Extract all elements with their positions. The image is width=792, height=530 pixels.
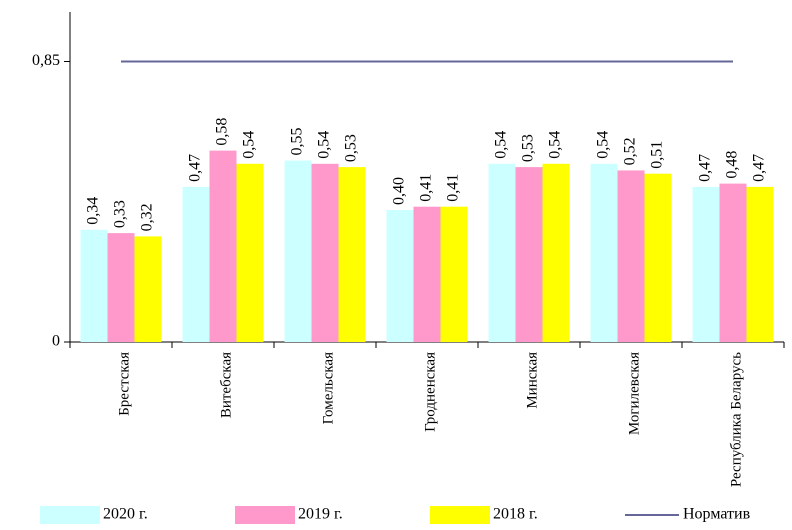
legend-label: 2020 г. bbox=[103, 506, 148, 523]
bar bbox=[182, 186, 210, 342]
bar bbox=[515, 167, 543, 342]
bar bbox=[284, 160, 312, 342]
legend-label: 2019 г. bbox=[298, 506, 343, 523]
legend-label: 2018 г. bbox=[493, 506, 538, 523]
data-label: 0,54 bbox=[316, 131, 333, 159]
data-label: 0,53 bbox=[520, 134, 537, 162]
x-tick-label: Могилевская bbox=[626, 352, 642, 435]
bar bbox=[692, 186, 720, 342]
data-label: 0,54 bbox=[493, 131, 510, 159]
data-label: 0,54 bbox=[241, 131, 258, 159]
data-label: 0,48 bbox=[724, 151, 741, 179]
legend-swatch bbox=[235, 506, 295, 524]
bar bbox=[719, 183, 747, 342]
bar bbox=[746, 186, 774, 342]
y-tick-label: 0 bbox=[52, 333, 60, 350]
bar bbox=[209, 150, 237, 342]
data-label: 0,34 bbox=[85, 197, 102, 225]
data-label: 0,47 bbox=[697, 154, 714, 182]
bar bbox=[134, 236, 162, 342]
data-label: 0,52 bbox=[622, 137, 639, 165]
bar bbox=[338, 167, 366, 342]
bar bbox=[311, 163, 339, 342]
data-label: 0,33 bbox=[112, 200, 129, 228]
bar bbox=[488, 163, 516, 342]
bar bbox=[617, 170, 645, 342]
x-tick-label: Витебская bbox=[218, 352, 234, 418]
data-label: 0,47 bbox=[187, 154, 204, 182]
data-label: 0,55 bbox=[289, 128, 306, 156]
x-tick-label: Гродненская bbox=[422, 352, 438, 432]
bar bbox=[440, 206, 468, 342]
data-label: 0,51 bbox=[649, 141, 666, 169]
data-label: 0,54 bbox=[547, 131, 564, 159]
bar bbox=[644, 173, 672, 342]
data-label: 0,41 bbox=[445, 174, 462, 202]
bar bbox=[590, 163, 618, 342]
bar bbox=[80, 229, 108, 342]
data-label: 0,41 bbox=[418, 174, 435, 202]
x-tick-label: Республика Беларусь bbox=[728, 352, 744, 487]
data-label: 0,58 bbox=[214, 118, 231, 146]
bar bbox=[107, 233, 135, 342]
bar bbox=[542, 163, 570, 342]
legend-label: Норматив bbox=[683, 506, 751, 523]
data-label: 0,40 bbox=[391, 177, 408, 205]
bar bbox=[386, 210, 414, 342]
data-label: 0,32 bbox=[139, 203, 156, 231]
x-tick-label: Минская bbox=[524, 352, 540, 409]
x-tick-label: Брестская bbox=[116, 352, 132, 416]
legend-swatch bbox=[430, 506, 490, 524]
bar bbox=[413, 206, 441, 342]
y-tick-label: 0,85 bbox=[32, 52, 60, 69]
bar bbox=[236, 163, 264, 342]
data-label: 0,54 bbox=[595, 131, 612, 159]
legend-swatch bbox=[40, 506, 100, 524]
x-tick-label: Гомельская bbox=[320, 352, 336, 424]
data-label: 0,47 bbox=[751, 154, 768, 182]
data-label: 0,53 bbox=[343, 134, 360, 162]
